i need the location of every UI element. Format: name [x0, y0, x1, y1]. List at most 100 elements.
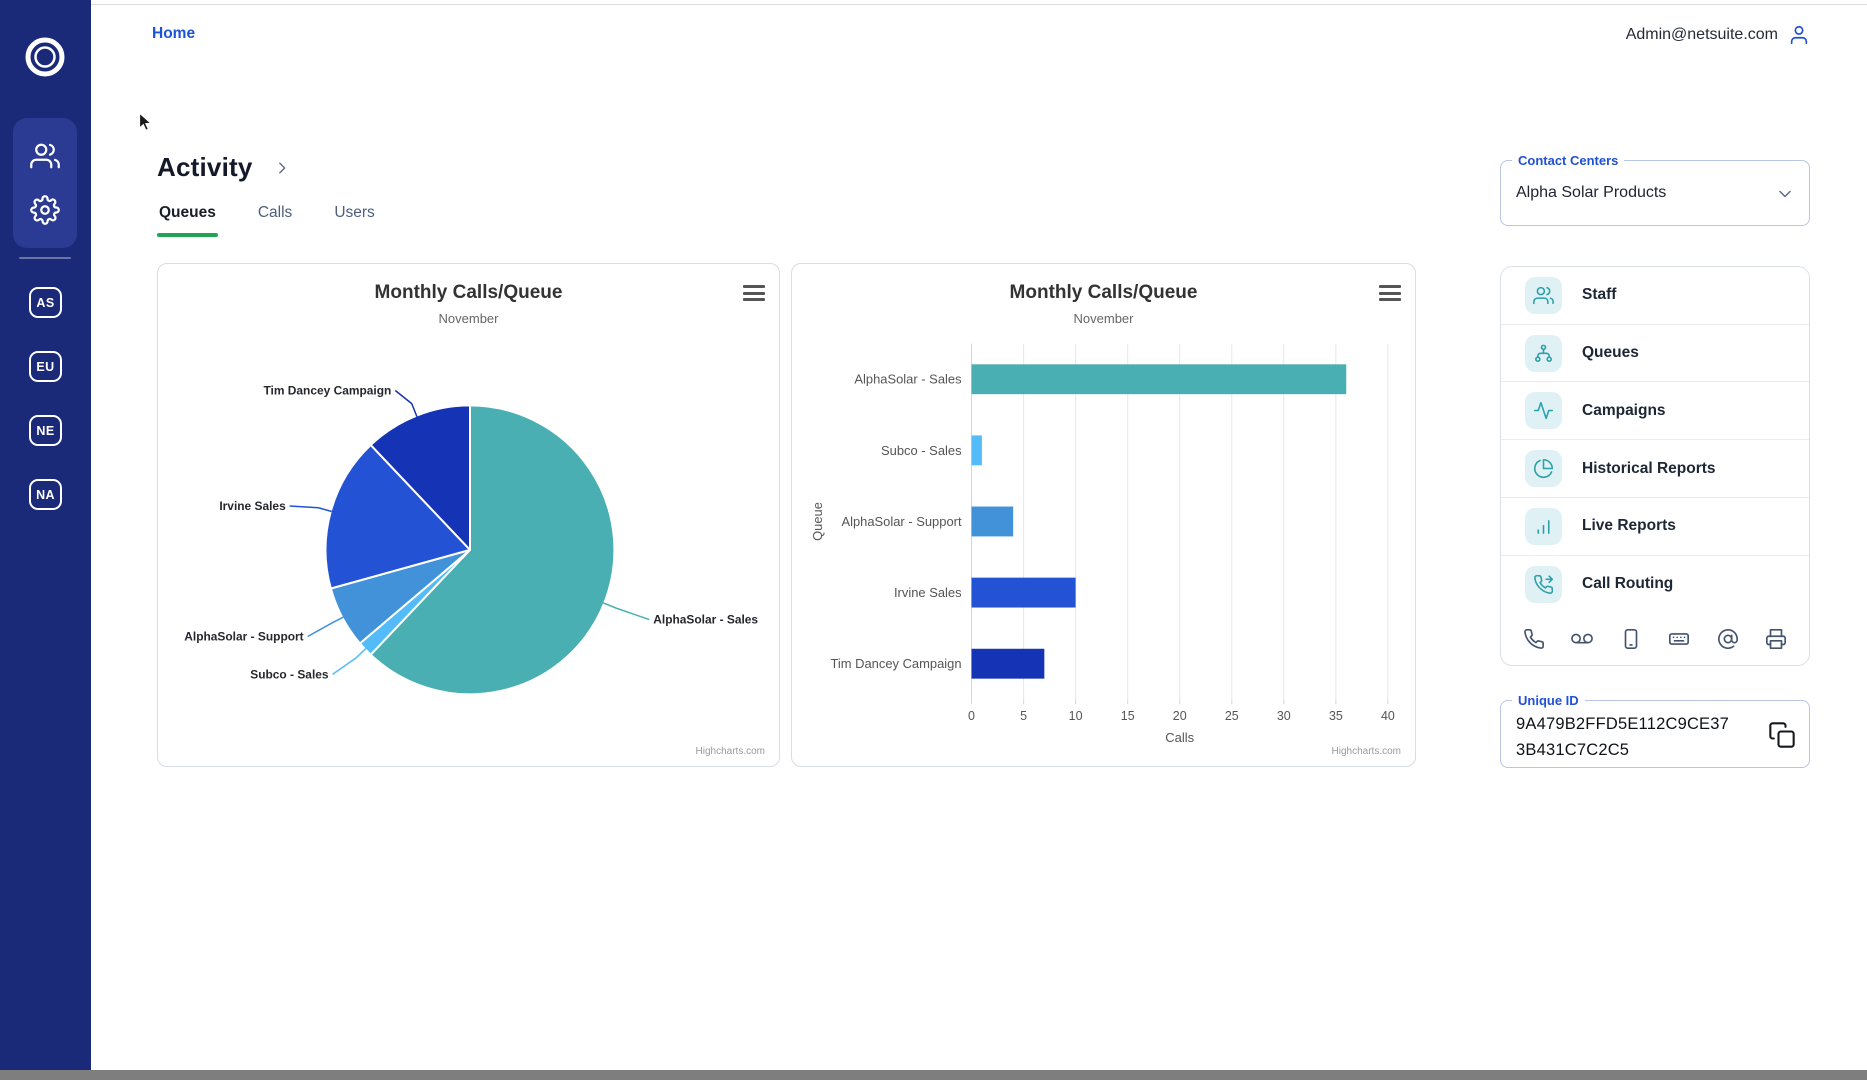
bar-alphasolar-sales[interactable]: [971, 364, 1347, 395]
menu-item-label: Historical Reports: [1582, 459, 1716, 477]
bar-subco-sales[interactable]: [971, 435, 982, 466]
x-tick-label: 10: [1069, 709, 1083, 723]
region-badge-list: AS EU NE NA: [0, 287, 91, 510]
category-label: Irvine Sales: [894, 585, 962, 600]
copy-icon[interactable]: [1768, 721, 1796, 749]
page-head: Activity: [157, 152, 291, 183]
chart-subtitle: November: [1073, 311, 1134, 326]
menu-item-label: Live Reports: [1582, 517, 1676, 535]
x-axis-title: Calls: [1165, 730, 1194, 745]
bar-irvine-sales[interactable]: [971, 577, 1076, 608]
unique-id-label: Unique ID: [1512, 692, 1585, 710]
category-label: Subco - Sales: [881, 443, 962, 458]
chart-title: Monthly Calls/Queue: [374, 282, 563, 303]
pie-label-connector: [332, 647, 367, 675]
page-title: Activity: [157, 152, 253, 182]
channel-icon-strip: [1501, 613, 1809, 665]
bar-chart-card: 0 5 10 15 20 25 30 35 40 AlphaSolar - Sales Subco …: [791, 263, 1416, 767]
tab-calls[interactable]: Calls: [256, 204, 294, 237]
bar-alphasolar-support[interactable]: [971, 506, 1014, 537]
region-badge-eu[interactable]: EU: [29, 351, 62, 382]
pie-label-alphasolar-support: AlphaSolar - Support: [184, 630, 303, 644]
chart-context-menu-button[interactable]: [743, 285, 765, 305]
window-top-edge: [91, 4, 1867, 5]
home-link[interactable]: Home: [152, 25, 196, 42]
live-reports-icon: [1525, 507, 1562, 545]
pie-chart: AlphaSolar - Sales Subco - Sales AlphaSola…: [184, 383, 758, 696]
menu-item-campaigns[interactable]: Campaigns: [1501, 382, 1809, 441]
menu-item-queues[interactable]: Queues: [1501, 324, 1809, 383]
category-label: AlphaSolar - Sales: [854, 372, 961, 387]
voicemail-icon[interactable]: [1571, 628, 1594, 650]
account-email: Admin@netsuite.com: [1625, 26, 1778, 43]
tab-queues[interactable]: Queues: [157, 204, 218, 237]
sidebar-divider: [19, 257, 71, 259]
pie-label-alphasolar-sales: AlphaSolar - Sales: [653, 613, 758, 627]
chevron-right-icon[interactable]: [273, 159, 291, 177]
pie-label-tim-dancey-campaign: Tim Dancey Campaign: [263, 383, 391, 397]
unique-id-box: Unique ID 9A479B2FFD5E112C9CE37 3B431C7C…: [1500, 692, 1810, 768]
pie-label-connector: [394, 389, 418, 417]
keyboard-icon[interactable]: [1668, 628, 1690, 650]
pie-label-subco-sales: Subco - Sales: [250, 667, 329, 681]
activity-tabs: Queues Calls Users: [157, 204, 377, 237]
menu-item-label: Queues: [1582, 344, 1639, 362]
x-tick-label: 15: [1121, 709, 1135, 723]
sidebar-nav-group: [13, 118, 77, 248]
x-tick-label: 0: [968, 709, 975, 723]
bar-tim-dancey-campaign[interactable]: [971, 648, 1045, 679]
mobile-icon[interactable]: [1620, 628, 1642, 650]
region-badge-as[interactable]: AS: [29, 287, 62, 318]
x-tick-label: 20: [1173, 709, 1187, 723]
admin-menu-card: Staff Queues Campaigns Historical Reports Li…: [1500, 266, 1810, 666]
user-icon: [1788, 24, 1810, 46]
menu-item-label: Staff: [1582, 286, 1617, 304]
x-tick-label: 40: [1381, 709, 1395, 723]
region-badge-na[interactable]: NA: [29, 479, 62, 510]
chevron-down-icon: [1775, 184, 1795, 204]
menu-item-live-reports[interactable]: Live Reports: [1501, 497, 1809, 556]
region-badge-ne[interactable]: NE: [29, 415, 62, 446]
menu-item-historical-reports[interactable]: Historical Reports: [1501, 440, 1809, 498]
phone-icon[interactable]: [1523, 628, 1545, 650]
menu-item-call-routing[interactable]: Call Routing: [1501, 555, 1809, 614]
menu-item-staff[interactable]: Staff: [1501, 267, 1809, 325]
pie-chart-head: Monthly Calls/Queue November: [158, 264, 779, 326]
highcharts-credit[interactable]: Highcharts.com: [695, 746, 765, 757]
contact-centers-label: Contact Centers: [1512, 152, 1625, 170]
contact-centers-value: Alpha Solar Products: [1516, 184, 1667, 201]
unique-id-value: 9A479B2FFD5E112C9CE37 3B431C7C2C5: [1516, 715, 1730, 759]
pie-label-irvine-sales: Irvine Sales: [219, 499, 286, 513]
highcharts-credit[interactable]: Highcharts.com: [1331, 746, 1401, 757]
settings-nav-icon[interactable]: [30, 194, 60, 225]
people-nav-icon[interactable]: [30, 141, 60, 171]
y-axis-title: Queue: [810, 502, 825, 541]
printer-icon[interactable]: [1765, 628, 1787, 650]
x-tick-label: 30: [1277, 709, 1291, 723]
app-logo-icon[interactable]: [23, 35, 67, 79]
queues-icon: [1525, 334, 1562, 372]
mouse-cursor: [138, 111, 154, 133]
tab-users[interactable]: Users: [332, 204, 376, 237]
chart-subtitle: November: [438, 311, 499, 326]
account-menu[interactable]: Admin@netsuite.com: [1626, 24, 1810, 46]
x-tick-label: 35: [1329, 709, 1343, 723]
x-tick-label: 5: [1020, 709, 1027, 723]
window-bottom-edge: [0, 1070, 1867, 1080]
bar-chart: 0 5 10 15 20 25 30 35 40 AlphaSolar - Sales Subco …: [810, 343, 1395, 745]
sidebar: AS EU NE NA: [0, 0, 91, 1080]
category-label: Tim Dancey Campaign: [830, 656, 961, 671]
x-tick-label: 25: [1225, 709, 1239, 723]
menu-item-label: Campaigns: [1582, 401, 1666, 419]
menu-item-label: Call Routing: [1582, 575, 1674, 593]
chart-context-menu-button[interactable]: [1379, 285, 1401, 305]
category-label: AlphaSolar - Support: [841, 514, 962, 529]
pie-label-connector: [602, 602, 650, 621]
historical-reports-icon: [1525, 450, 1562, 488]
bar-chart-head: Monthly Calls/Queue November: [792, 264, 1415, 326]
staff-icon: [1525, 276, 1562, 314]
contact-centers-select[interactable]: Contact Centers Alpha Solar Products: [1500, 152, 1810, 226]
at-sign-icon[interactable]: [1717, 628, 1739, 650]
pie-chart-card: AlphaSolar - Sales Subco - Sales AlphaSola…: [157, 263, 780, 767]
